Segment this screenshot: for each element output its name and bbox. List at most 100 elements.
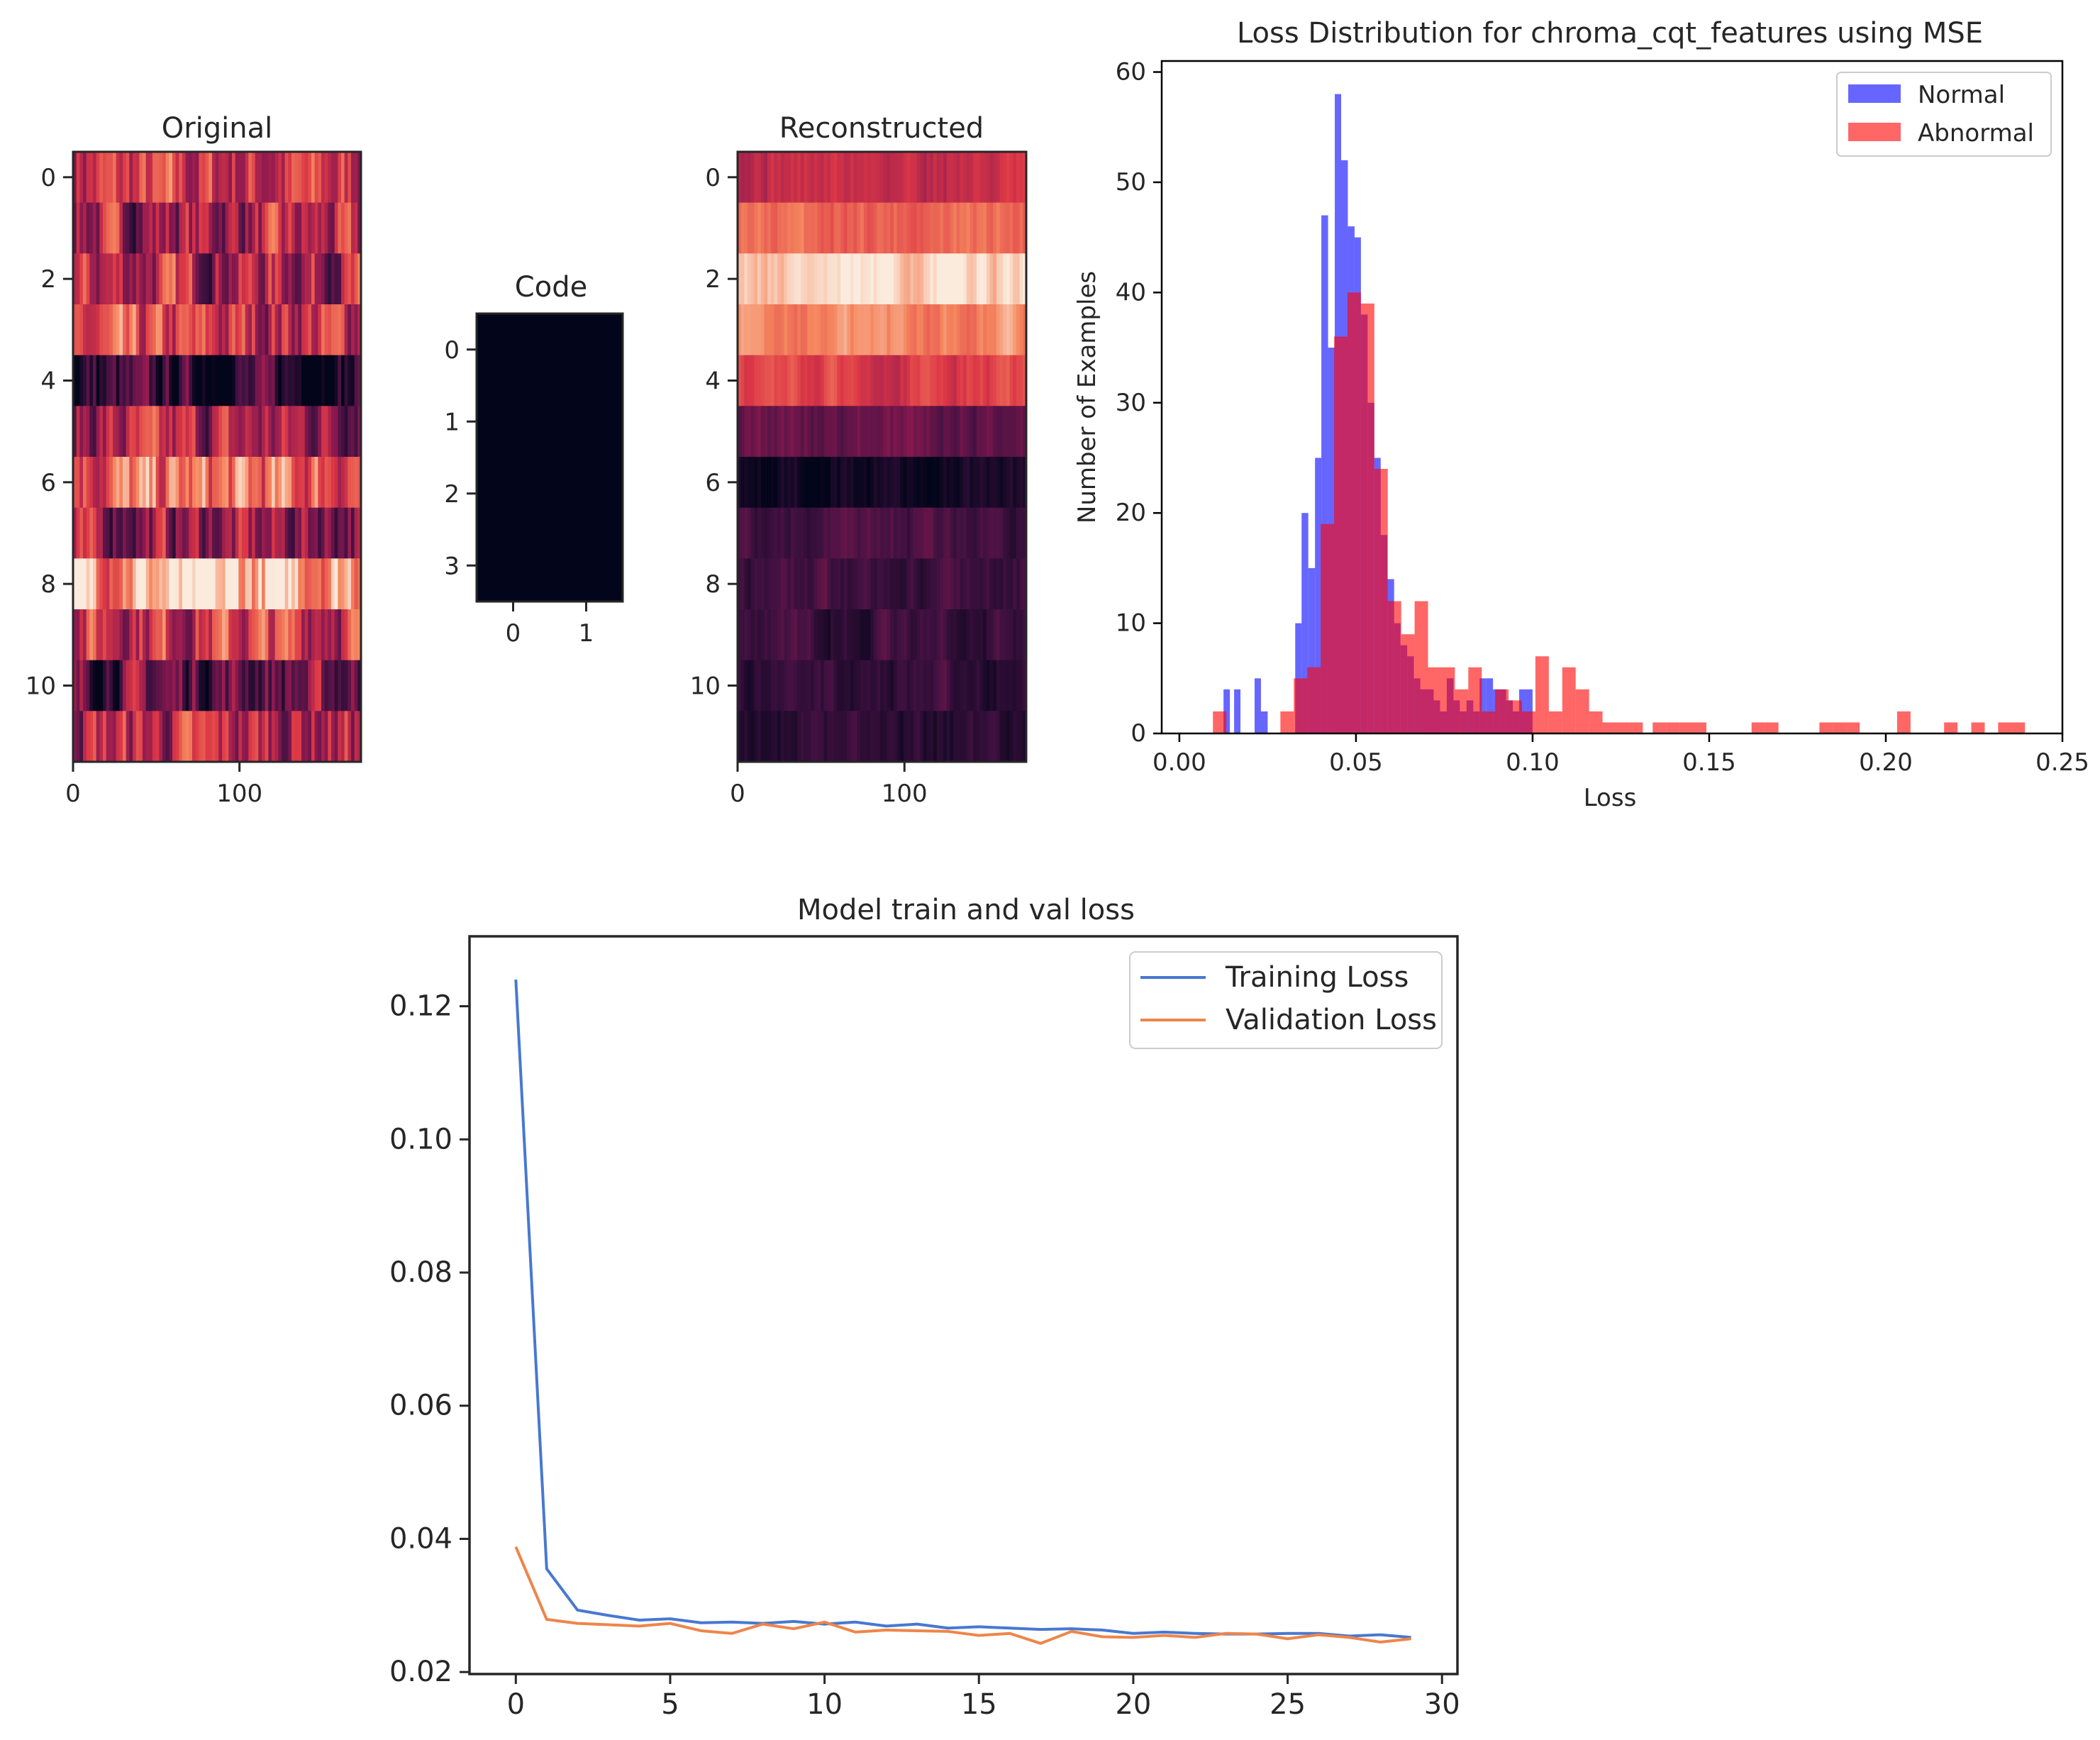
original-cell bbox=[242, 406, 246, 458]
original-cell bbox=[318, 355, 322, 406]
original-cell bbox=[119, 253, 123, 305]
reconstructed-cell bbox=[973, 457, 977, 509]
original-cell bbox=[328, 304, 332, 356]
original-cell bbox=[172, 609, 177, 661]
reconstructed-cell bbox=[813, 711, 818, 762]
original-cell bbox=[354, 507, 358, 559]
code-ytick-label: 3 bbox=[444, 552, 460, 580]
reconstructed-cell bbox=[770, 406, 775, 458]
original-cell bbox=[143, 660, 147, 711]
original-cell bbox=[205, 507, 209, 559]
reconstructed-cell bbox=[910, 202, 914, 254]
reconstructed-cell bbox=[833, 304, 838, 356]
original-cell bbox=[311, 304, 316, 356]
original-cell bbox=[172, 202, 177, 254]
reconstructed-cell bbox=[774, 711, 778, 762]
reconstructed-cell bbox=[804, 202, 808, 254]
original-cell bbox=[351, 253, 355, 305]
original-cell bbox=[86, 355, 90, 406]
original-cell bbox=[242, 152, 246, 204]
original-cell bbox=[195, 457, 199, 509]
reconstructed-cell bbox=[986, 355, 991, 406]
original-cell bbox=[109, 202, 113, 254]
reconstructed-cell bbox=[953, 609, 957, 661]
original-cell bbox=[113, 457, 117, 509]
original-cell bbox=[304, 355, 309, 406]
reconstructed-cell bbox=[804, 406, 808, 458]
original-cell bbox=[218, 406, 223, 458]
original-cell bbox=[199, 660, 203, 711]
original-cell bbox=[265, 660, 269, 711]
original-cell bbox=[185, 304, 189, 356]
reconstructed-cell bbox=[850, 152, 855, 204]
original-cell bbox=[192, 152, 196, 204]
reconstructed-cell bbox=[900, 660, 904, 711]
original-cell bbox=[179, 660, 183, 711]
reconstructed-cell bbox=[840, 660, 845, 711]
original-cell bbox=[284, 711, 289, 762]
original-cell bbox=[126, 202, 130, 254]
reconstructed-cell bbox=[853, 152, 858, 204]
original-cell bbox=[252, 457, 256, 509]
reconstructed-cell bbox=[787, 355, 791, 406]
original-cell bbox=[143, 457, 147, 509]
original-cell bbox=[348, 406, 352, 458]
original-cell bbox=[314, 457, 318, 509]
reconstructed-cell bbox=[893, 355, 898, 406]
original-cell bbox=[209, 660, 213, 711]
reconstructed-cell bbox=[784, 406, 788, 458]
reconstructed-cell bbox=[996, 609, 1001, 661]
original-cell bbox=[357, 457, 361, 509]
reconstructed-cell bbox=[757, 406, 762, 458]
reconstructed-cell bbox=[996, 660, 1001, 711]
original-cell bbox=[86, 152, 90, 204]
original-cell bbox=[232, 507, 236, 559]
original-cell bbox=[189, 406, 193, 458]
reconstructed-cell bbox=[910, 152, 914, 204]
reconstructed-cell bbox=[790, 406, 795, 458]
reconstructed-cell bbox=[956, 457, 961, 509]
original-cell bbox=[238, 711, 243, 762]
reconstructed-cell bbox=[1003, 253, 1007, 305]
original-cell bbox=[145, 304, 150, 356]
original-cell bbox=[274, 609, 279, 661]
original-cell bbox=[93, 253, 97, 305]
histogram-xtick-label: 0.05 bbox=[1329, 748, 1383, 777]
reconstructed-xtick-label: 100 bbox=[882, 780, 928, 808]
loss-ytick-label: 0.12 bbox=[389, 990, 452, 1023]
original-cell bbox=[169, 202, 173, 254]
original-cell bbox=[149, 355, 153, 406]
histogram-ytick-label: 0 bbox=[1130, 719, 1146, 748]
original-cell bbox=[308, 457, 312, 509]
reconstructed-cell bbox=[1016, 202, 1021, 254]
original-cell bbox=[222, 711, 226, 762]
reconstructed-cell bbox=[807, 609, 811, 661]
original-cell bbox=[341, 558, 345, 610]
original-cell bbox=[172, 558, 177, 610]
original-cell bbox=[274, 202, 279, 254]
reconstructed-cell bbox=[923, 355, 928, 406]
reconstructed-cell bbox=[936, 406, 940, 458]
reconstructed-cell bbox=[847, 253, 851, 305]
reconstructed-cell bbox=[787, 558, 791, 610]
original-cell bbox=[314, 660, 318, 711]
original-cell bbox=[301, 406, 306, 458]
original-cell bbox=[284, 457, 289, 509]
original-cell bbox=[318, 558, 322, 610]
reconstructed-cell bbox=[777, 355, 782, 406]
original-cell bbox=[301, 457, 306, 509]
histogram-bar-abnormal bbox=[1387, 601, 1401, 733]
original-cell bbox=[252, 253, 256, 305]
reconstructed-cell bbox=[800, 152, 805, 204]
original-cell bbox=[192, 609, 196, 661]
reconstructed-cell bbox=[979, 507, 984, 559]
original-cell bbox=[162, 507, 167, 559]
histogram-bar-abnormal bbox=[1321, 523, 1335, 733]
original-cell bbox=[116, 507, 120, 559]
original-cell bbox=[155, 558, 160, 610]
reconstructed-cell bbox=[887, 152, 891, 204]
original-cell bbox=[238, 507, 243, 559]
loss-frame bbox=[468, 935, 1459, 1675]
original-cell bbox=[238, 558, 243, 610]
